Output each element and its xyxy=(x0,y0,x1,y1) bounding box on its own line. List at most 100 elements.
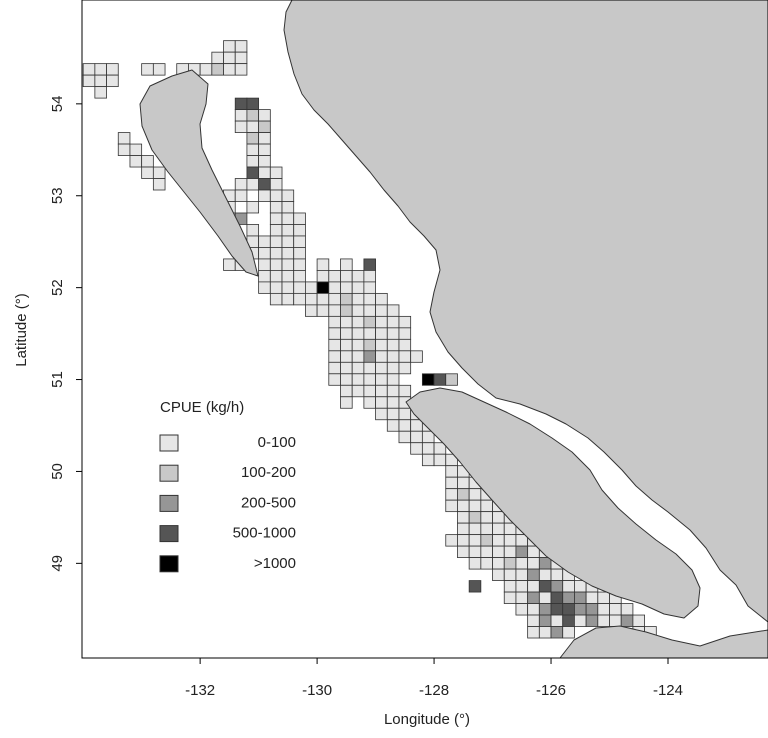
cpue-cell xyxy=(269,270,283,283)
cpue-cell xyxy=(351,281,365,294)
cpue-cell xyxy=(375,350,388,363)
cpue-cell xyxy=(538,568,552,581)
cpue-cell xyxy=(351,384,365,398)
cpue-cell xyxy=(562,614,575,627)
cpue-cell xyxy=(515,591,529,604)
legend-label: 500-1000 xyxy=(233,525,296,542)
cpue-cell xyxy=(223,40,236,53)
cpue-cell xyxy=(281,212,295,225)
cpue-cell xyxy=(386,384,400,398)
cpue-cell xyxy=(515,580,529,593)
cpue-cell xyxy=(351,350,365,363)
cpue-cell xyxy=(351,292,365,306)
cpue-cell xyxy=(340,281,353,294)
cpue-cell xyxy=(421,442,435,455)
cpue-cell xyxy=(269,166,283,179)
cpue-cell xyxy=(421,373,435,386)
cpue-cell xyxy=(375,304,388,317)
cpue-cell xyxy=(538,603,552,616)
cpue-cell xyxy=(340,384,353,398)
cpue-cell xyxy=(574,614,587,627)
cpue-cell xyxy=(386,373,400,386)
cpue-cell xyxy=(363,327,376,340)
cpue-cell xyxy=(269,178,283,191)
cpue-cell xyxy=(246,143,260,156)
cpue-cell xyxy=(492,545,505,558)
cpue-cell xyxy=(550,591,564,604)
legend-swatch xyxy=(159,434,179,452)
cpue-cell xyxy=(410,350,423,363)
cpue-cell xyxy=(527,580,540,593)
cpue-cell xyxy=(468,557,482,570)
cpue-cell xyxy=(457,545,470,558)
cpue-cell xyxy=(574,603,587,616)
cpue-cell xyxy=(351,373,365,386)
cpue-cell xyxy=(293,235,306,248)
cpue-cell xyxy=(152,166,166,179)
cpue-cell xyxy=(316,281,330,294)
cpue-cell xyxy=(550,626,564,639)
cpue-cell xyxy=(234,40,248,53)
cpue-cell xyxy=(503,568,517,581)
cpue-cell xyxy=(375,292,388,306)
cpue-cell xyxy=(258,258,271,271)
cpue-cell xyxy=(503,580,517,593)
legend-label: 100-200 xyxy=(241,464,296,481)
cpue-cell xyxy=(340,304,353,317)
cpue-cell xyxy=(375,384,388,398)
cpue-cell xyxy=(410,430,423,444)
cpue-cell xyxy=(246,155,260,168)
cpue-cell xyxy=(398,419,412,432)
legend-swatch xyxy=(159,555,179,573)
legend-label: >1000 xyxy=(254,555,296,572)
cpue-cell xyxy=(457,499,470,513)
x-tick-label: -124 xyxy=(653,682,683,699)
cpue-cell xyxy=(503,534,517,547)
cpue-cell xyxy=(585,614,599,627)
cpue-cell xyxy=(363,384,376,398)
cpue-cell xyxy=(340,373,353,386)
cpue-cell xyxy=(305,292,318,306)
cpue-cell xyxy=(152,178,166,191)
cpue-cell xyxy=(293,224,306,237)
cpue-cell xyxy=(328,327,341,340)
cpue-cell xyxy=(585,591,599,604)
cpue-cell xyxy=(480,545,493,558)
cpue-cell xyxy=(258,235,271,248)
cpue-cell xyxy=(597,591,610,604)
cpue-cell xyxy=(445,499,458,513)
cpue-cell xyxy=(316,258,330,271)
cpue-cell xyxy=(106,74,119,88)
cpue-cell xyxy=(468,499,482,513)
cpue-cell xyxy=(527,614,540,627)
cpue-cell xyxy=(316,304,330,317)
cpue-cell xyxy=(246,132,260,145)
cpue-cell xyxy=(398,407,412,421)
cpue-cell xyxy=(340,338,353,352)
cpue-cell xyxy=(492,534,505,547)
cpue-cell xyxy=(246,120,260,133)
cpue-cell xyxy=(433,453,447,467)
cpue-cell xyxy=(527,603,540,616)
cpue-cell xyxy=(445,373,458,386)
cpue-cell xyxy=(269,224,283,237)
cpue-cell xyxy=(538,557,552,570)
cpue-cell xyxy=(258,178,271,191)
cpue-cell xyxy=(141,63,154,76)
cpue-cell xyxy=(269,235,283,248)
cpue-cell xyxy=(363,350,376,363)
cpue-cell xyxy=(141,166,154,179)
cpue-cell xyxy=(234,63,248,76)
cpue-cell xyxy=(410,442,423,455)
cpue-cell xyxy=(468,488,482,501)
cpue-cell xyxy=(152,63,166,76)
cpue-cell xyxy=(351,270,365,283)
cpue-cell xyxy=(363,315,376,329)
cpue-cell xyxy=(503,557,517,570)
cpue-cell xyxy=(433,373,447,386)
olympic-peninsula xyxy=(559,625,768,659)
cpue-cell xyxy=(246,166,260,179)
cpue-cell xyxy=(328,373,341,386)
cpue-cell xyxy=(620,603,634,616)
cpue-cell xyxy=(234,178,248,191)
